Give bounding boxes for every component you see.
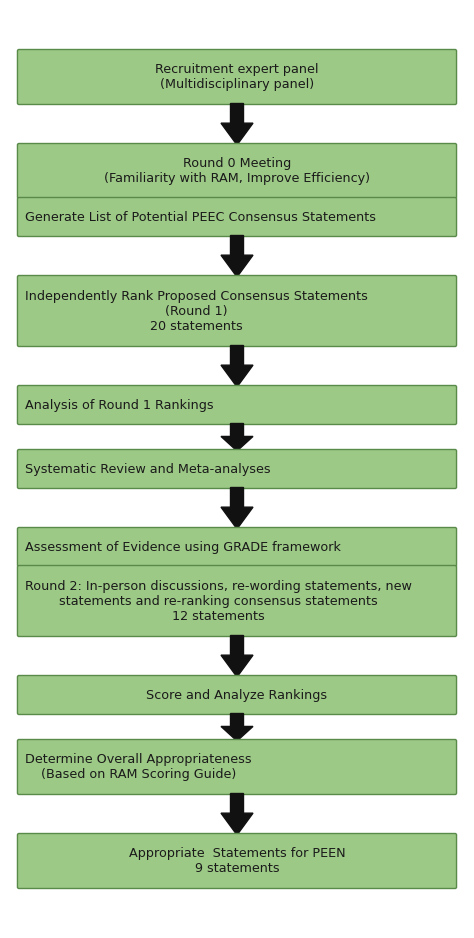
Polygon shape xyxy=(221,436,253,451)
FancyBboxPatch shape xyxy=(18,675,456,715)
Text: Analysis of Round 1 Rankings: Analysis of Round 1 Rankings xyxy=(25,399,214,412)
Bar xyxy=(230,423,244,436)
Text: Score and Analyze Rankings: Score and Analyze Rankings xyxy=(146,688,328,702)
FancyBboxPatch shape xyxy=(18,527,456,567)
Polygon shape xyxy=(221,123,253,145)
FancyBboxPatch shape xyxy=(18,198,456,236)
Text: Independently Rank Proposed Consensus Statements
(Round 1)
20 statements: Independently Rank Proposed Consensus St… xyxy=(25,290,368,332)
Text: Generate List of Potential PEEC Consensus Statements: Generate List of Potential PEEC Consensu… xyxy=(25,210,376,223)
FancyBboxPatch shape xyxy=(18,386,456,425)
Polygon shape xyxy=(221,726,253,741)
Polygon shape xyxy=(221,365,253,387)
FancyBboxPatch shape xyxy=(18,449,456,489)
FancyBboxPatch shape xyxy=(18,144,456,199)
Bar xyxy=(230,635,244,655)
FancyBboxPatch shape xyxy=(18,739,456,794)
FancyBboxPatch shape xyxy=(18,276,456,346)
Text: Round 0 Meeting
(Familiarity with RAM, Improve Efficiency): Round 0 Meeting (Familiarity with RAM, I… xyxy=(104,157,370,185)
FancyBboxPatch shape xyxy=(18,566,456,637)
Text: Systematic Review and Meta-analyses: Systematic Review and Meta-analyses xyxy=(25,462,271,476)
Text: Assessment of Evidence using GRADE framework: Assessment of Evidence using GRADE frame… xyxy=(25,540,341,553)
Text: Round 2: In-person discussions, re-wording statements, new
statements and re-ran: Round 2: In-person discussions, re-wordi… xyxy=(25,580,412,623)
Text: Appropriate  Statements for PEEN
9 statements: Appropriate Statements for PEEN 9 statem… xyxy=(128,847,346,875)
FancyBboxPatch shape xyxy=(18,50,456,104)
Bar xyxy=(230,793,244,813)
Bar xyxy=(230,235,244,255)
Bar xyxy=(230,103,244,123)
Text: Recruitment expert panel
(Multidisciplinary panel): Recruitment expert panel (Multidisciplin… xyxy=(155,63,319,91)
Text: Determine Overall Appropriateness
(Based on RAM Scoring Guide): Determine Overall Appropriateness (Based… xyxy=(25,753,252,781)
Bar xyxy=(230,713,244,726)
FancyBboxPatch shape xyxy=(18,834,456,888)
Polygon shape xyxy=(221,255,253,277)
Polygon shape xyxy=(221,655,253,677)
Bar xyxy=(230,345,244,365)
Polygon shape xyxy=(221,813,253,835)
Polygon shape xyxy=(221,507,253,529)
Bar xyxy=(230,487,244,507)
